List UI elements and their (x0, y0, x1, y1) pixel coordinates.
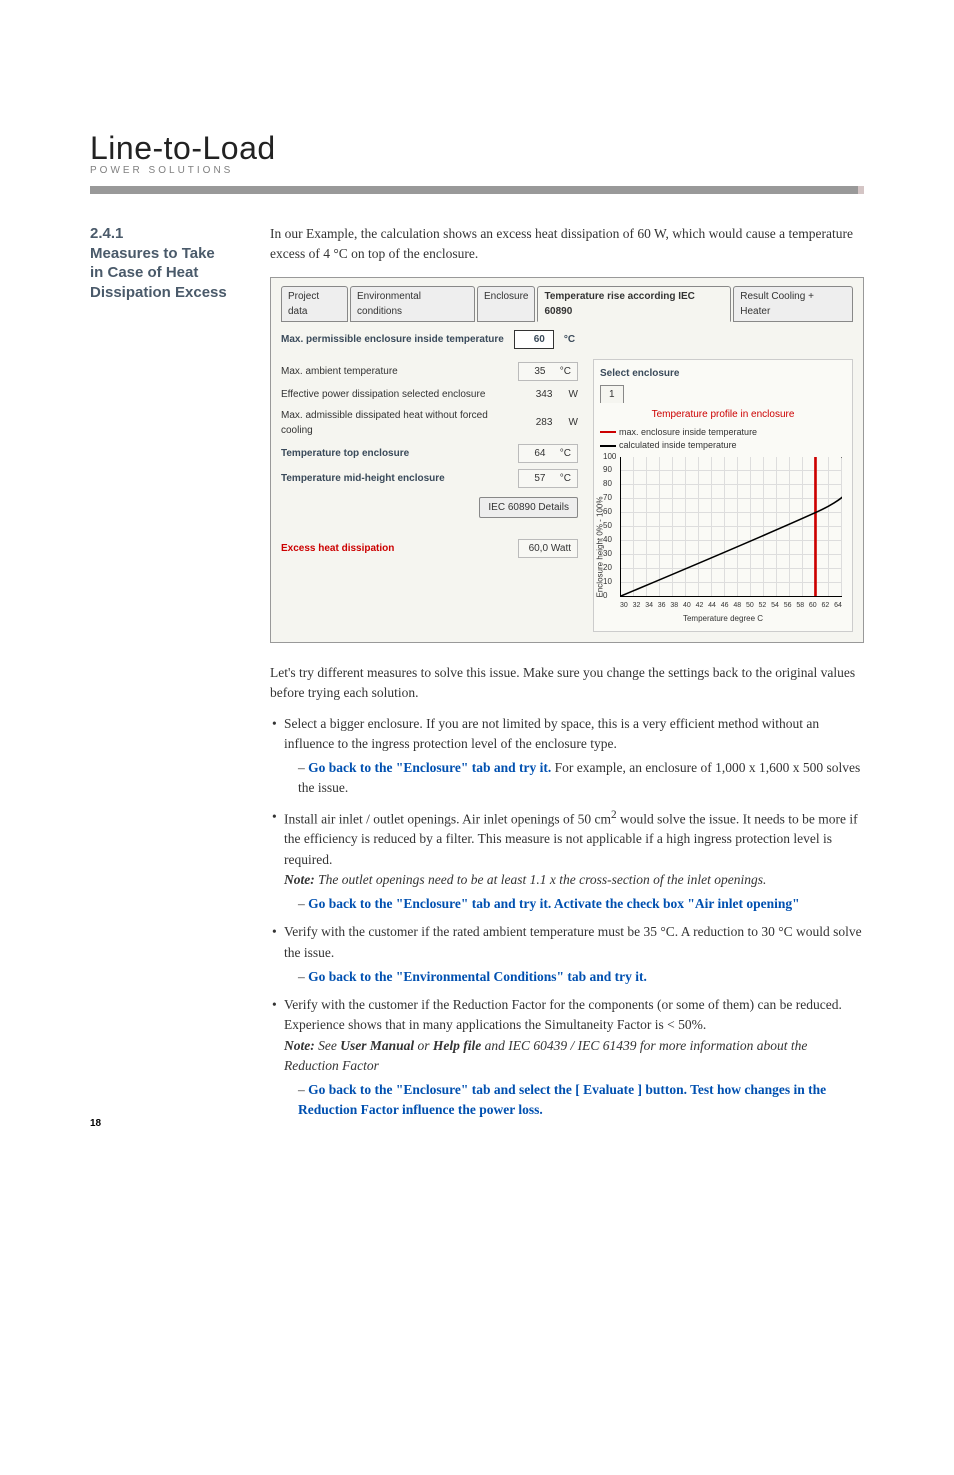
x-tick: 38 (670, 601, 678, 612)
bullet-1-sub: Go back to the "Enclosure" tab and try i… (284, 758, 864, 799)
excess-heat-value: 60,0 Watt (518, 539, 578, 558)
x-axis-ticks: 30 32 34 36 38 40 42 44 46 48 50 52 54 56 58 60 62 64 (620, 601, 842, 612)
y-tick: 70 (603, 492, 612, 504)
data-row-label: Temperature top enclosure (281, 446, 409, 461)
x-tick: 40 (683, 601, 691, 612)
section-title-line2: in Case of Heat (90, 263, 240, 283)
y-tick: 30 (603, 548, 612, 560)
x-tick: 32 (633, 601, 641, 612)
x-tick: 44 (708, 601, 716, 612)
data-row-value: 57 °C (518, 469, 578, 488)
data-row-label: Effective power dissipation selected enc… (281, 387, 485, 402)
max-permissible-label: Max. permissible enclosure inside temper… (281, 332, 504, 347)
bullet-3: Verify with the customer if the rated am… (270, 922, 864, 987)
y-tick: 40 (603, 534, 612, 546)
bullet-4-sub: Go back to the "Enclosure" tab and selec… (284, 1080, 864, 1121)
intro-paragraph: In our Example, the calculation shows an… (270, 224, 864, 265)
chart-legend: max. enclosure inside temperature calcul… (600, 426, 846, 453)
header-divider (90, 186, 864, 194)
data-row: Temperature mid-height enclosure 57 °C (281, 466, 578, 491)
section-title-line3: Dissipation Excess (90, 283, 240, 303)
legend-max-temp: max. enclosure inside temperature (619, 427, 757, 437)
logo-subtitle: POWER SOLUTIONS (90, 165, 864, 176)
sidebar: 2.4.1 Measures to Take in Case of Heat D… (90, 224, 240, 1129)
x-tick: 58 (796, 601, 804, 612)
enclosure-tab[interactable]: 1 (600, 385, 624, 403)
x-tick: 30 (620, 601, 628, 612)
data-row-value: 64 °C (518, 444, 578, 463)
x-tick: 36 (658, 601, 666, 612)
data-row: Effective power dissipation selected enc… (281, 384, 578, 405)
bullet-4: Verify with the customer if the Reductio… (270, 995, 864, 1121)
temperature-chart: 1009080706050403020100 (620, 457, 842, 597)
screenshot-body: Max. ambient temperature 35 °C Effective p… (281, 359, 853, 633)
page: Line-to-Load POWER SOLUTIONS 2.4.1 Measu… (0, 0, 954, 1169)
data-row-label: Max. ambient temperature (281, 364, 398, 379)
iec-details-button[interactable]: IEC 60890 Details (479, 497, 578, 518)
dialog-tab[interactable]: Result Cooling + Heater (733, 286, 853, 322)
y-tick: 50 (603, 520, 612, 532)
max-permissible-row: Max. permissible enclosure inside temper… (281, 330, 853, 349)
mid-paragraph: Let's try different measures to solve th… (270, 663, 864, 704)
x-tick: 46 (721, 601, 729, 612)
bullet-list: Select a bigger enclosure. If you are no… (270, 714, 864, 1121)
y-tick: 100 (603, 451, 616, 463)
data-row-label: Max. admissible dissipated heat without … (281, 408, 518, 438)
x-tick: 56 (784, 601, 792, 612)
select-enclosure-label: Select enclosure (600, 366, 846, 381)
dialog-screenshot: Project dataEnvironmental conditionsEncl… (270, 277, 864, 644)
screenshot-right: Select enclosure 1 Temperature profile i… (593, 359, 853, 633)
x-tick: 48 (733, 601, 741, 612)
y-tick: 10 (603, 576, 612, 588)
dialog-tabs: Project dataEnvironmental conditionsEncl… (281, 286, 853, 322)
data-row-value: 343 W (518, 387, 578, 402)
bullet-2: Install air inlet / outlet openings. Air… (270, 807, 864, 915)
y-tick: 0 (603, 590, 607, 602)
dialog-tab[interactable]: Temperature rise according IEC 60890 (537, 286, 731, 322)
y-tick: 90 (603, 464, 612, 476)
screenshot-left: Max. ambient temperature 35 °C Effective p… (281, 359, 578, 633)
dialog-tab[interactable]: Project data (281, 286, 348, 322)
data-row-label: Temperature mid-height enclosure (281, 471, 445, 486)
data-row-value: 35 °C (518, 362, 578, 381)
y-tick: 60 (603, 506, 612, 518)
data-row: Temperature top enclosure 64 °C (281, 441, 578, 466)
x-tick: 60 (809, 601, 817, 612)
x-axis-label: Temperature degree C (600, 613, 846, 625)
legend-calc-temp: calculated inside temperature (619, 440, 737, 450)
max-permissible-value[interactable]: 60 (514, 330, 554, 349)
x-tick: 54 (771, 601, 779, 612)
y-tick: 20 (603, 562, 612, 574)
logo-title: Line-to-Load (90, 130, 864, 167)
max-permissible-unit: °C (564, 332, 575, 347)
y-tick: 80 (603, 478, 612, 490)
x-tick: 42 (696, 601, 704, 612)
x-tick: 50 (746, 601, 754, 612)
dialog-tab[interactable]: Enclosure (477, 286, 535, 322)
x-tick: 62 (822, 601, 830, 612)
x-tick: 52 (759, 601, 767, 612)
bullet-3-sub: Go back to the "Environmental Conditions… (284, 967, 864, 987)
section-number: 2.4.1 (90, 224, 240, 244)
data-row: Max. admissible dissipated heat without … (281, 405, 578, 441)
bullet-2-sub: Go back to the "Enclosure" tab and try i… (284, 894, 864, 914)
section-title-line1: Measures to Take (90, 244, 240, 264)
chart-title: Temperature profile in enclosure (600, 407, 846, 422)
x-tick: 34 (645, 601, 653, 612)
content-row: 2.4.1 Measures to Take in Case of Heat D… (90, 224, 864, 1129)
bullet-1: Select a bigger enclosure. If you are no… (270, 714, 864, 799)
main-content: In our Example, the calculation shows an… (270, 224, 864, 1129)
x-tick: 64 (834, 601, 842, 612)
page-number: 18 (90, 1118, 101, 1129)
data-row: Max. ambient temperature 35 °C (281, 359, 578, 384)
dialog-tab[interactable]: Environmental conditions (350, 286, 475, 322)
excess-heat-label: Excess heat dissipation (281, 541, 394, 556)
data-row-value: 283 W (518, 415, 578, 430)
